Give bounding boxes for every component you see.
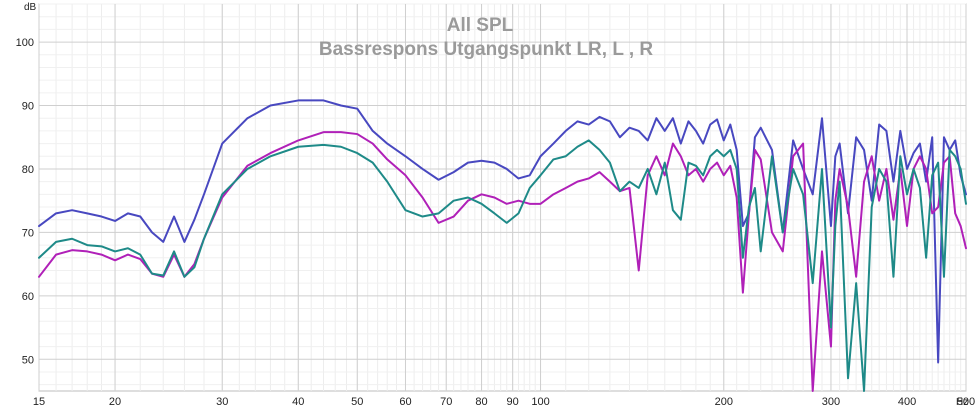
x-tick-label: 20 [109, 396, 121, 408]
x-tick-label: 80 [475, 396, 487, 408]
x-tick-label: 500 [957, 396, 975, 408]
chart-subtitle: Bassrespons Utgangspunkt LR, L , R [319, 39, 654, 60]
x-tick-label: 30 [216, 396, 228, 408]
x-tick-label: 70 [440, 396, 452, 408]
x-tick-label: 200 [715, 396, 733, 408]
series-line-1 [38, 99, 967, 364]
x-tick-label: 300 [822, 396, 840, 408]
x-tick-label: 50 [351, 396, 363, 408]
series-group [38, 99, 967, 392]
x-tick-label: 90 [507, 396, 519, 408]
tick-labels: 15 20 30 40 50 60 70 80 90 100 200 300 400 500 50 60 70 8… [16, 37, 975, 408]
x-tick-label: 15 [33, 396, 45, 408]
y-tick-label: 50 [22, 354, 34, 366]
plot-background [38, 3, 967, 392]
x-tick-label: 60 [399, 396, 411, 408]
x-tick-label: 100 [531, 396, 549, 408]
y-tick-label: 100 [16, 37, 34, 49]
x-axis-label: Hz [956, 397, 968, 408]
x-tick-label: 40 [292, 396, 304, 408]
y-tick-label: 60 [22, 291, 34, 303]
grid [38, 3, 967, 391]
y-tick-label: 90 [22, 101, 34, 113]
x-tick-label: 400 [898, 396, 916, 408]
y-tick-label: 80 [22, 164, 34, 176]
y-tick-label: 70 [22, 227, 34, 239]
series-line-3 [38, 139, 967, 392]
y-axis-label: dB [24, 2, 37, 13]
chart-title: All SPL [447, 15, 514, 36]
